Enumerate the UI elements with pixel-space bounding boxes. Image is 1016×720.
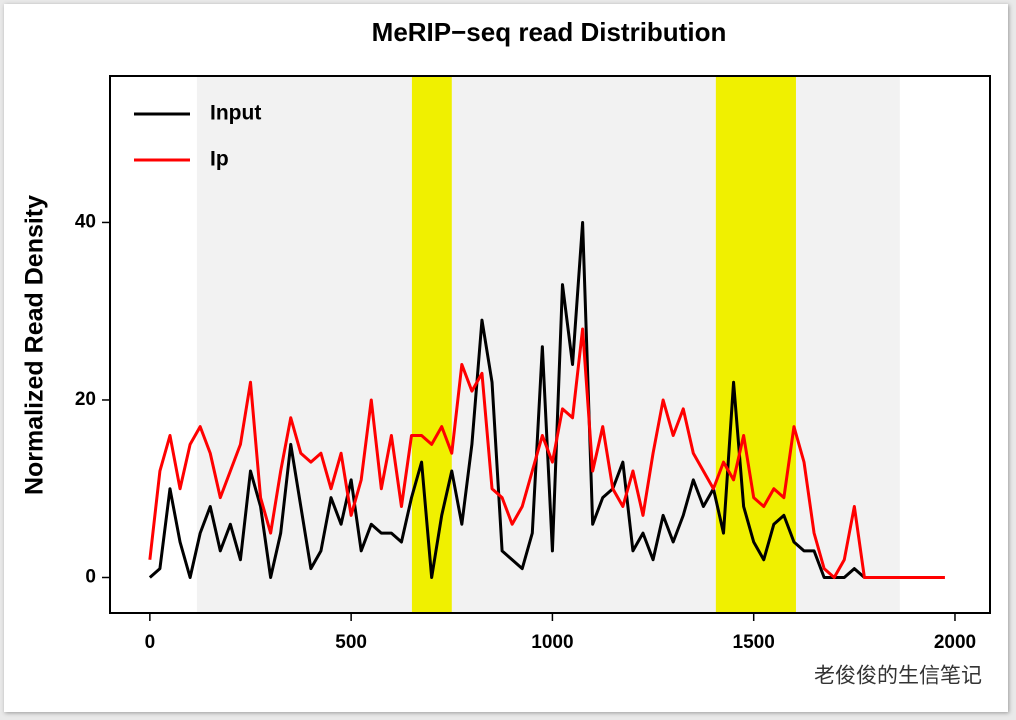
plot-frame — [109, 75, 991, 614]
x-tick-label: 1000 — [531, 632, 573, 653]
y-tick-label: 40 — [75, 211, 96, 232]
x-tick-label: 500 — [335, 632, 367, 653]
watermark: 老俊俊的生信笔记 — [814, 665, 982, 688]
x-tick-label: 2000 — [934, 632, 976, 653]
y-tick-label: 20 — [75, 389, 96, 410]
series-line — [148, 220, 866, 579]
x-tick-label: 0 — [145, 632, 156, 653]
region — [411, 76, 452, 613]
legend-label: Ip — [210, 148, 229, 171]
x-tick-label: 1500 — [733, 632, 775, 653]
region — [715, 76, 796, 613]
y-axis-label: Normalized Read Density — [21, 195, 49, 495]
legend-label: Input — [210, 102, 261, 125]
chart-title: MeRIP−seq read Distribution — [372, 17, 727, 47]
y-tick-label: 0 — [85, 567, 96, 588]
series-line — [148, 327, 945, 579]
